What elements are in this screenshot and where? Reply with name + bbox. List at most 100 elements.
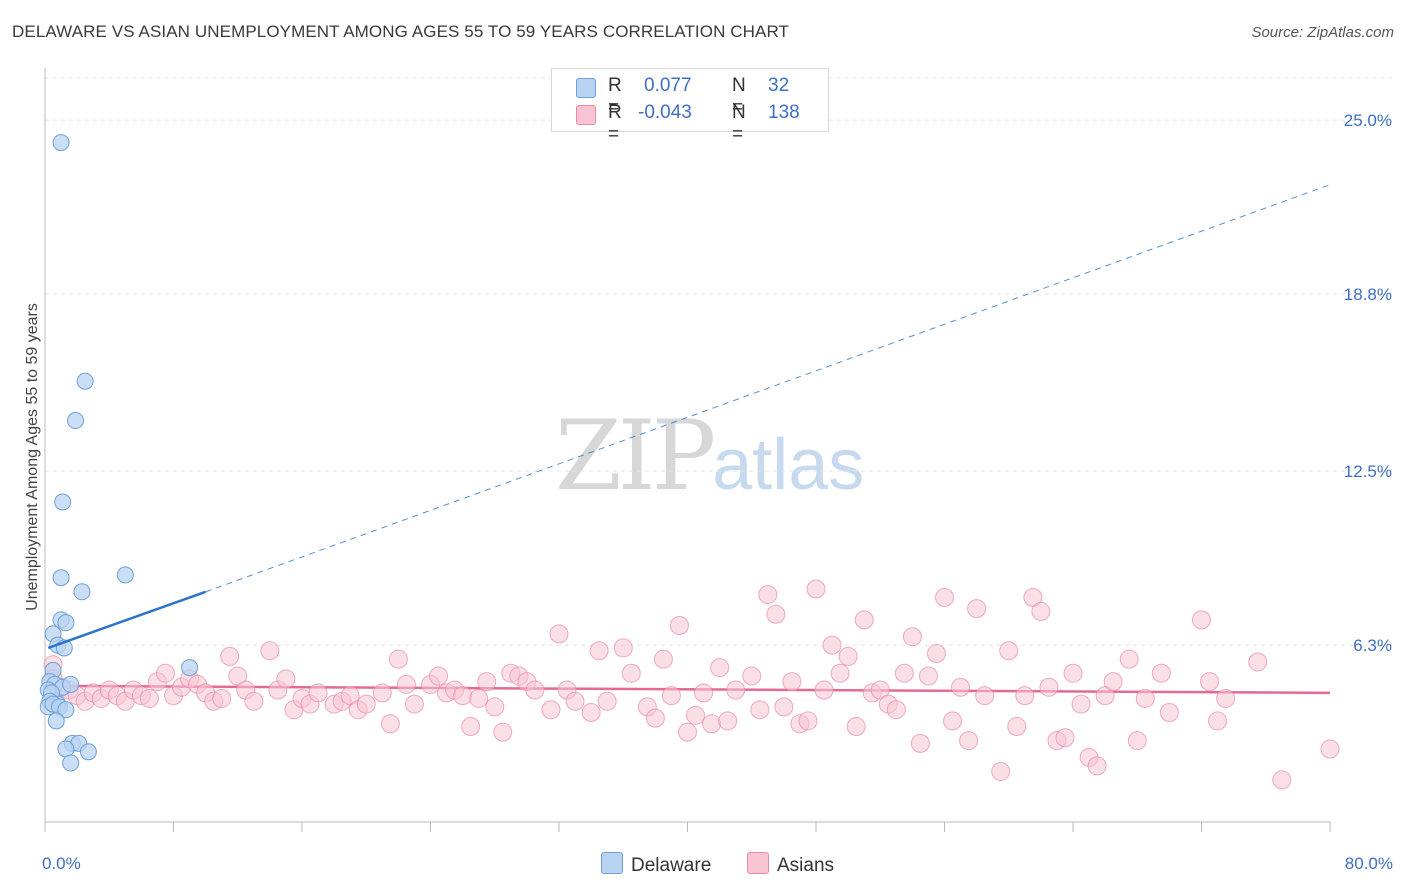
asians-point [774, 697, 794, 717]
asians-points [43, 579, 1340, 790]
asians-point [1320, 739, 1340, 759]
asians-point [967, 599, 987, 619]
asians-point [1151, 663, 1171, 683]
delaware-point [67, 412, 85, 430]
asians-point [766, 604, 786, 624]
asians-point [1127, 731, 1147, 751]
asians-point [1015, 686, 1035, 706]
asians-point [477, 672, 497, 692]
asians-point [581, 703, 601, 723]
asians-point [975, 686, 995, 706]
bottom-legend-asians: Asians [747, 852, 834, 877]
watermark-atlas: atlas [712, 425, 865, 505]
asians-point [838, 646, 858, 666]
asians-point [926, 644, 946, 664]
asians-point [782, 672, 802, 692]
asians-point [396, 674, 416, 694]
delaware-n-value: 32 [768, 75, 790, 96]
asians-point [1055, 728, 1075, 748]
r-label: R = [608, 75, 622, 118]
delaware-point [52, 134, 70, 152]
asians-point [686, 705, 706, 725]
asians-point [621, 663, 641, 683]
asians-point [854, 610, 874, 630]
gridlines [45, 77, 1392, 646]
delaware-trend-extension [205, 184, 1331, 593]
delaware-swatch [601, 852, 623, 874]
asians-swatch [576, 105, 596, 125]
asians-point [1103, 672, 1123, 692]
asians-point [943, 711, 963, 731]
asians-point [260, 641, 280, 661]
asians-point [1031, 601, 1051, 621]
delaware-trend-line [47, 590, 207, 650]
asians-point [645, 708, 665, 728]
asians-point [1087, 756, 1107, 776]
asians-point [1216, 688, 1236, 708]
asians-point [613, 638, 633, 658]
delaware-point [73, 583, 91, 601]
asians-legend-label: Asians [777, 855, 835, 876]
delaware-point [116, 566, 134, 584]
asians-point [830, 663, 850, 683]
asians-point [469, 688, 489, 708]
asians-point [918, 666, 938, 686]
asians-point [372, 683, 392, 703]
asians-point [726, 680, 746, 700]
asians-point [155, 663, 175, 683]
asians-point [220, 646, 240, 666]
delaware-trend [47, 184, 1331, 650]
asians-point [1039, 677, 1059, 697]
asians-point [525, 680, 545, 700]
asians-point [1248, 652, 1268, 672]
asians-point [565, 691, 585, 711]
asians-n-value: 138 [768, 102, 800, 123]
delaware-point [57, 701, 75, 719]
delaware-point [181, 659, 199, 677]
asians-point [1007, 717, 1027, 737]
n-label: N = [732, 75, 746, 118]
asians-point [669, 615, 689, 635]
asians-trend-line [44, 684, 1331, 695]
r-label: R = [608, 102, 622, 145]
asians-point [822, 635, 842, 655]
n-label: N = [732, 102, 746, 145]
asians-point [549, 624, 569, 644]
delaware-point [62, 754, 80, 772]
asians-point [493, 722, 513, 742]
y-tick-label: 25.0% [1344, 111, 1392, 130]
asians-point [388, 649, 408, 669]
asians-point [1071, 694, 1091, 714]
delaware-legend-label: Delaware [631, 855, 712, 876]
asians-point [1159, 703, 1179, 723]
delaware-point [76, 372, 94, 390]
asians-point [1119, 649, 1139, 669]
delaware-swatch [576, 78, 596, 98]
y-tick-label: 12.5% [1344, 462, 1392, 481]
asians-point [846, 717, 866, 737]
delaware-points [39, 134, 199, 772]
asians-point [461, 717, 481, 737]
asians-point [758, 585, 778, 605]
delaware-point [62, 675, 80, 693]
x-tick-label: 0.0% [42, 854, 81, 873]
asians-point [806, 579, 826, 599]
asians-point [678, 722, 697, 742]
y-axis-label: Unemployment Among Ages 55 to 59 years [24, 303, 41, 611]
asians-point [1192, 610, 1211, 630]
asians-point [308, 683, 328, 703]
asians-point [453, 686, 473, 706]
asians-point [910, 733, 930, 753]
asians-point [894, 663, 914, 683]
source-attribution: Source: ZipAtlas.com [1251, 24, 1394, 41]
asians-point [597, 691, 617, 711]
asians-point [356, 694, 376, 714]
asians-point [653, 649, 673, 669]
asians-point [750, 700, 770, 720]
asians-point [276, 669, 296, 689]
x-tick-labels: 0.0% 80.0% [42, 854, 1393, 873]
asians-point [485, 697, 505, 717]
asians-point [935, 587, 954, 607]
asians-point [212, 688, 232, 708]
asians-point [429, 666, 449, 686]
